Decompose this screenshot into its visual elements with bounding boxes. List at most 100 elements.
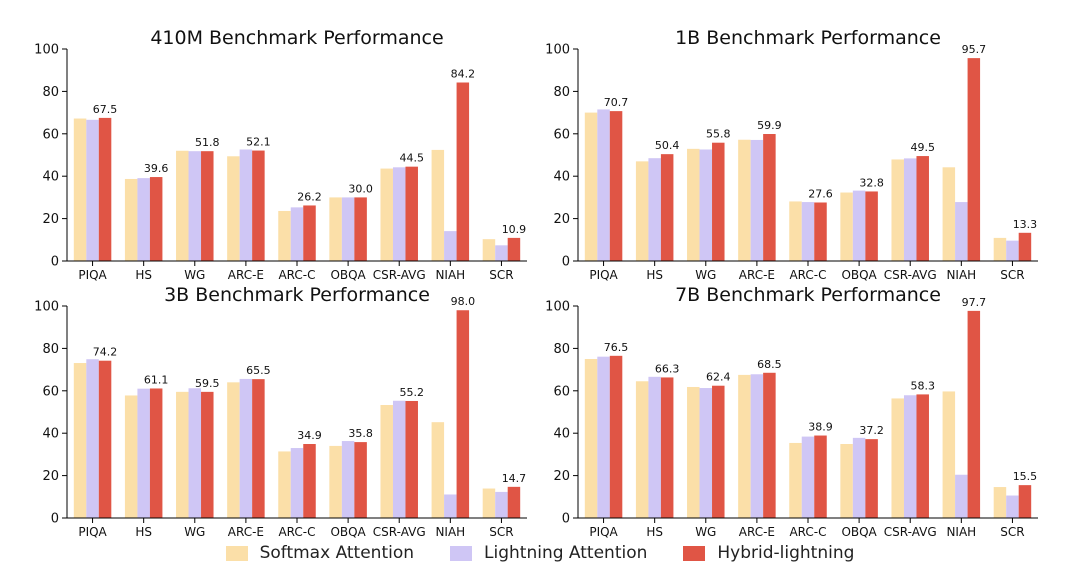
bar-1b-lightning-scr	[1006, 240, 1019, 261]
bar-7b-lightning-obqa	[852, 437, 866, 518]
legend-swatch-lightning	[450, 545, 473, 561]
y-tick-label-3b-80: 80	[42, 342, 59, 357]
bar-3b-lightning-niah	[444, 494, 457, 518]
chart-panel-410m: 410M Benchmark Performance 0 20 40 60 80 100 67…	[34, 27, 527, 282]
x-tick-label-410m-wg: WG	[184, 268, 205, 282]
bar-7b-lightning-hs	[648, 376, 661, 518]
bar-7b-hybrid-csr-avg	[916, 394, 929, 518]
y-tick-label-7b-0: 0	[562, 512, 570, 527]
y-tick-label-1b-40: 40	[553, 170, 570, 185]
x-tick-label-3b-arc-c: ARC-C	[278, 525, 315, 539]
bar-1b-lightning-arc-c	[801, 202, 815, 261]
data-label-3b-piqa: 74.2	[93, 346, 118, 359]
data-label-7b-csr-avg: 58.3	[910, 379, 935, 392]
bar-3b-hybrid-hs	[149, 388, 163, 518]
legend-item-softmax: Softmax Attention	[225, 543, 414, 563]
bar-410m-lightning-wg	[188, 151, 202, 261]
chart-title-410m: 410M Benchmark Performance	[150, 27, 443, 49]
bar-410m-softmax-hs	[124, 178, 138, 261]
bar-410m-lightning-arc-c	[290, 207, 304, 261]
data-label-7b-piqa: 76.5	[604, 341, 629, 354]
data-label-410m-csr-avg: 44.5	[399, 152, 424, 165]
bar-7b-softmax-arc-c	[789, 442, 802, 518]
bar-1b-hybrid-arc-e	[763, 134, 776, 261]
bar-410m-softmax-scr	[482, 239, 496, 261]
bar-3b-lightning-obqa	[341, 441, 355, 518]
y-tick-label-1b-60: 60	[553, 127, 570, 142]
bar-7b-lightning-csr-avg	[903, 395, 917, 518]
data-label-3b-obqa: 35.8	[348, 427, 373, 440]
bar-3b-lightning-hs	[137, 388, 150, 518]
bar-7b-lightning-arc-c	[801, 436, 815, 518]
data-label-3b-csr-avg: 55.2	[399, 386, 424, 399]
bar-3b-hybrid-scr	[507, 486, 521, 518]
bar-3b-lightning-arc-e	[239, 378, 253, 518]
bar-7b-hybrid-arc-e	[763, 372, 776, 518]
bar-1b-hybrid-wg	[712, 142, 725, 261]
bar-1b-softmax-arc-e	[738, 139, 751, 261]
data-label-410m-hs: 39.6	[144, 162, 169, 175]
bar-7b-hybrid-wg	[712, 385, 725, 518]
x-tick-label-3b-arc-e: ARC-E	[228, 525, 264, 539]
data-label-1b-obqa: 32.8	[859, 176, 884, 189]
y-tick-label-1b-0: 0	[562, 255, 570, 270]
bar-410m-softmax-obqa	[329, 197, 342, 261]
bar-3b-softmax-arc-e	[227, 382, 240, 518]
legend-swatch-softmax	[225, 545, 248, 561]
bar-1b-softmax-niah	[942, 167, 956, 261]
data-label-410m-niah: 84.2	[451, 68, 476, 81]
x-tick-label-3b-niah: NIAH	[435, 525, 465, 539]
bar-1b-softmax-csr-avg	[891, 159, 904, 261]
bar-1b-lightning-piqa	[597, 109, 610, 261]
data-label-7b-arc-c: 38.9	[808, 421, 833, 434]
x-tick-label-1b-piqa: PIQA	[589, 268, 618, 282]
x-tick-label-410m-obqa: OBQA	[330, 268, 366, 282]
bar-1b-softmax-hs	[635, 161, 649, 261]
bar-1b-softmax-piqa	[584, 112, 598, 261]
bar-3b-softmax-arc-c	[278, 451, 291, 518]
data-label-7b-hs: 66.3	[655, 362, 680, 375]
y-tick-label-410m-0: 0	[51, 255, 59, 270]
x-tick-label-3b-wg: WG	[184, 525, 205, 539]
bar-1b-hybrid-arc-c	[814, 202, 827, 261]
bar-3b-hybrid-arc-e	[252, 379, 265, 518]
bar-410m-hybrid-piqa	[98, 117, 112, 262]
bar-3b-lightning-wg	[188, 388, 202, 518]
chart-title-3b: 3B Benchmark Performance	[164, 284, 430, 306]
bar-410m-softmax-arc-e	[227, 156, 240, 261]
data-label-3b-arc-e: 65.5	[246, 364, 271, 377]
bar-7b-lightning-niah	[955, 474, 968, 518]
bar-7b-softmax-hs	[635, 381, 649, 518]
y-tick-label-3b-0: 0	[51, 512, 59, 527]
bar-3b-softmax-hs	[124, 395, 138, 518]
data-label-7b-arc-e: 68.5	[757, 358, 782, 371]
legend-label-hybrid: Hybrid-lightning	[717, 543, 855, 563]
x-tick-label-1b-arc-e: ARC-E	[739, 268, 775, 282]
y-tick-label-7b-20: 20	[553, 469, 570, 484]
data-label-1b-wg: 55.8	[706, 128, 731, 141]
bar-410m-softmax-csr-avg	[380, 168, 393, 261]
bar-7b-softmax-obqa	[840, 444, 853, 518]
x-tick-label-7b-wg: WG	[695, 525, 716, 539]
bar-7b-hybrid-scr	[1018, 485, 1032, 518]
bar-7b-hybrid-arc-c	[814, 435, 827, 518]
bar-7b-hybrid-hs	[660, 377, 674, 518]
bar-410m-hybrid-wg	[201, 151, 214, 261]
x-tick-label-7b-niah: NIAH	[946, 525, 976, 539]
bar-3b-hybrid-csr-avg	[405, 400, 418, 518]
data-label-410m-wg: 51.8	[195, 136, 220, 149]
bar-1b-hybrid-scr	[1018, 232, 1032, 261]
bar-410m-lightning-niah	[444, 231, 457, 261]
bar-3b-hybrid-wg	[201, 391, 214, 518]
bar-7b-softmax-arc-e	[738, 374, 751, 518]
y-tick-label-1b-80: 80	[553, 85, 570, 100]
bar-410m-lightning-piqa	[86, 119, 99, 261]
bar-7b-softmax-wg	[687, 386, 700, 518]
bar-1b-hybrid-piqa	[609, 111, 623, 262]
x-tick-label-1b-arc-c: ARC-C	[789, 268, 826, 282]
data-label-410m-obqa: 30.0	[348, 182, 373, 195]
bar-7b-softmax-csr-avg	[891, 398, 904, 518]
y-tick-label-3b-100: 100	[34, 300, 59, 315]
x-tick-label-410m-arc-e: ARC-E	[228, 268, 264, 282]
bar-3b-softmax-piqa	[73, 363, 87, 518]
